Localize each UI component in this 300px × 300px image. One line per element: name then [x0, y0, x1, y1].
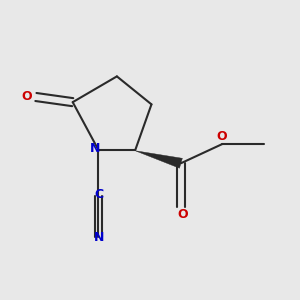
Polygon shape: [135, 151, 182, 168]
Text: N: N: [94, 231, 104, 244]
Text: O: O: [177, 208, 188, 221]
Text: O: O: [21, 91, 32, 103]
Text: N: N: [90, 142, 101, 155]
Text: C: C: [94, 188, 104, 201]
Text: O: O: [217, 130, 227, 142]
